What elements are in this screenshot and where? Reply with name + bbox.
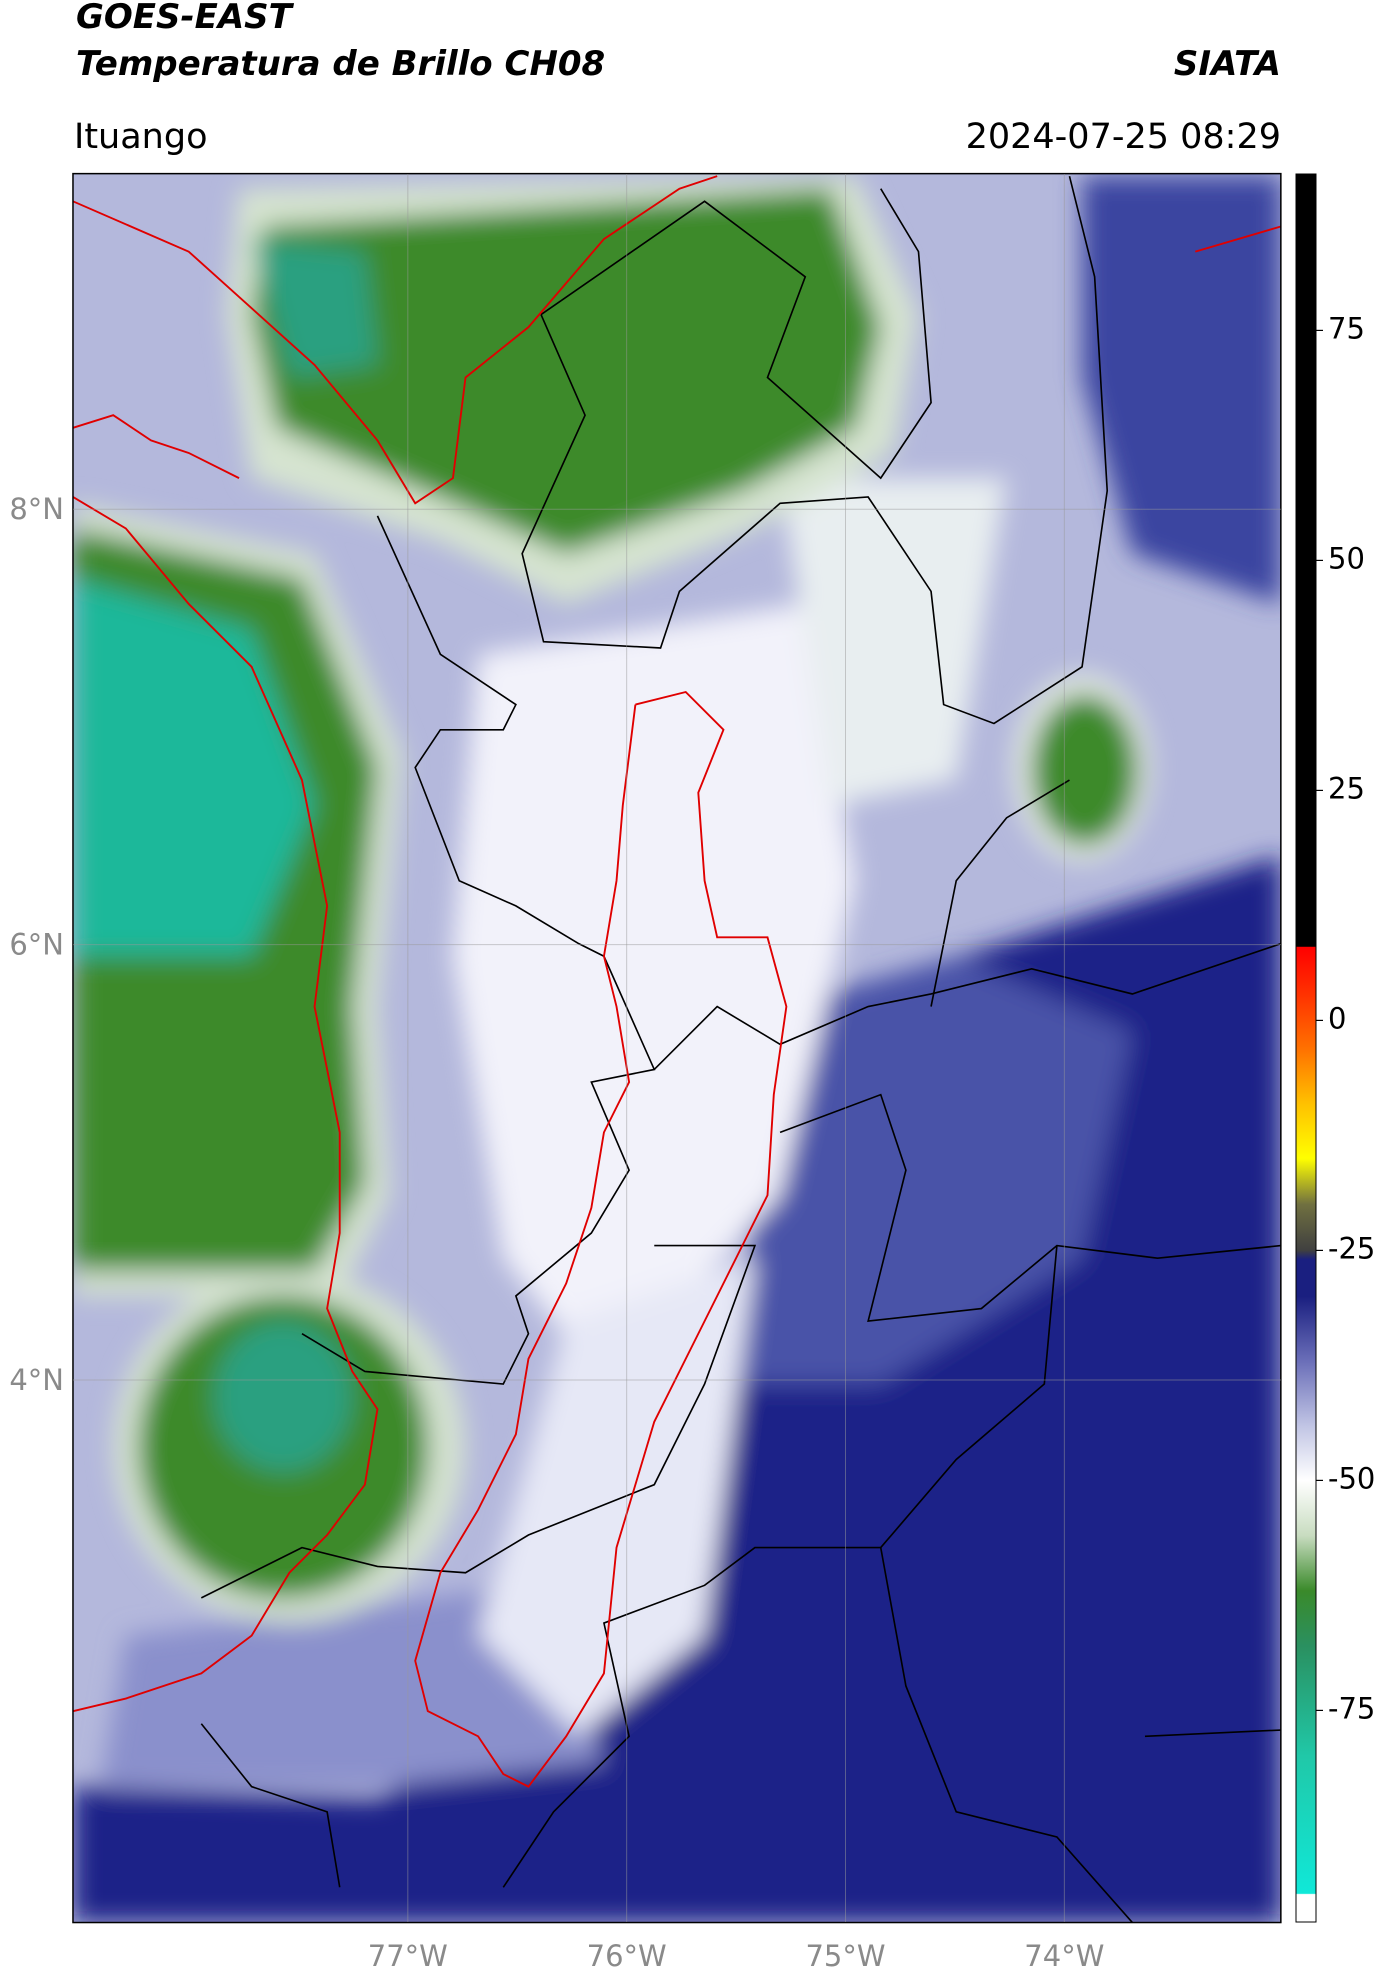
- title: GOES-EAST: [76, 0, 295, 37]
- lon-tick-label: 74°W: [1024, 1939, 1104, 1973]
- lat-tick-label: 4°N: [9, 1363, 64, 1397]
- lon-tick-label: 77°W: [368, 1939, 448, 1973]
- datetime: 2024-07-25 08:29: [966, 117, 1281, 157]
- colorbar-tick-label: -50: [1328, 1461, 1375, 1495]
- colorbar-tick-label: 0: [1328, 1001, 1346, 1035]
- agency: SIATA: [1174, 44, 1281, 84]
- colorbar-tick-label: -75: [1328, 1691, 1375, 1725]
- lat-tick-label: 8°N: [9, 492, 64, 526]
- lon-tick-label: 75°W: [805, 1939, 885, 1973]
- satellite-image: [72, 172, 1282, 1924]
- colorbar-tick-label: 75: [1328, 311, 1365, 345]
- colorbar-tick-label: 50: [1328, 541, 1365, 575]
- lon-tick-label: 76°W: [587, 1939, 667, 1973]
- colorbar-tick-label: -25: [1328, 1231, 1375, 1265]
- lat-tick-label: 6°N: [9, 928, 64, 962]
- colorbar: [1295, 173, 1317, 1923]
- subtitle: Temperatura de Brillo CH08: [76, 44, 605, 84]
- location: Ituango: [74, 117, 208, 157]
- map-grid: [73, 174, 1281, 1922]
- colorbar-tick-label: 25: [1328, 771, 1365, 805]
